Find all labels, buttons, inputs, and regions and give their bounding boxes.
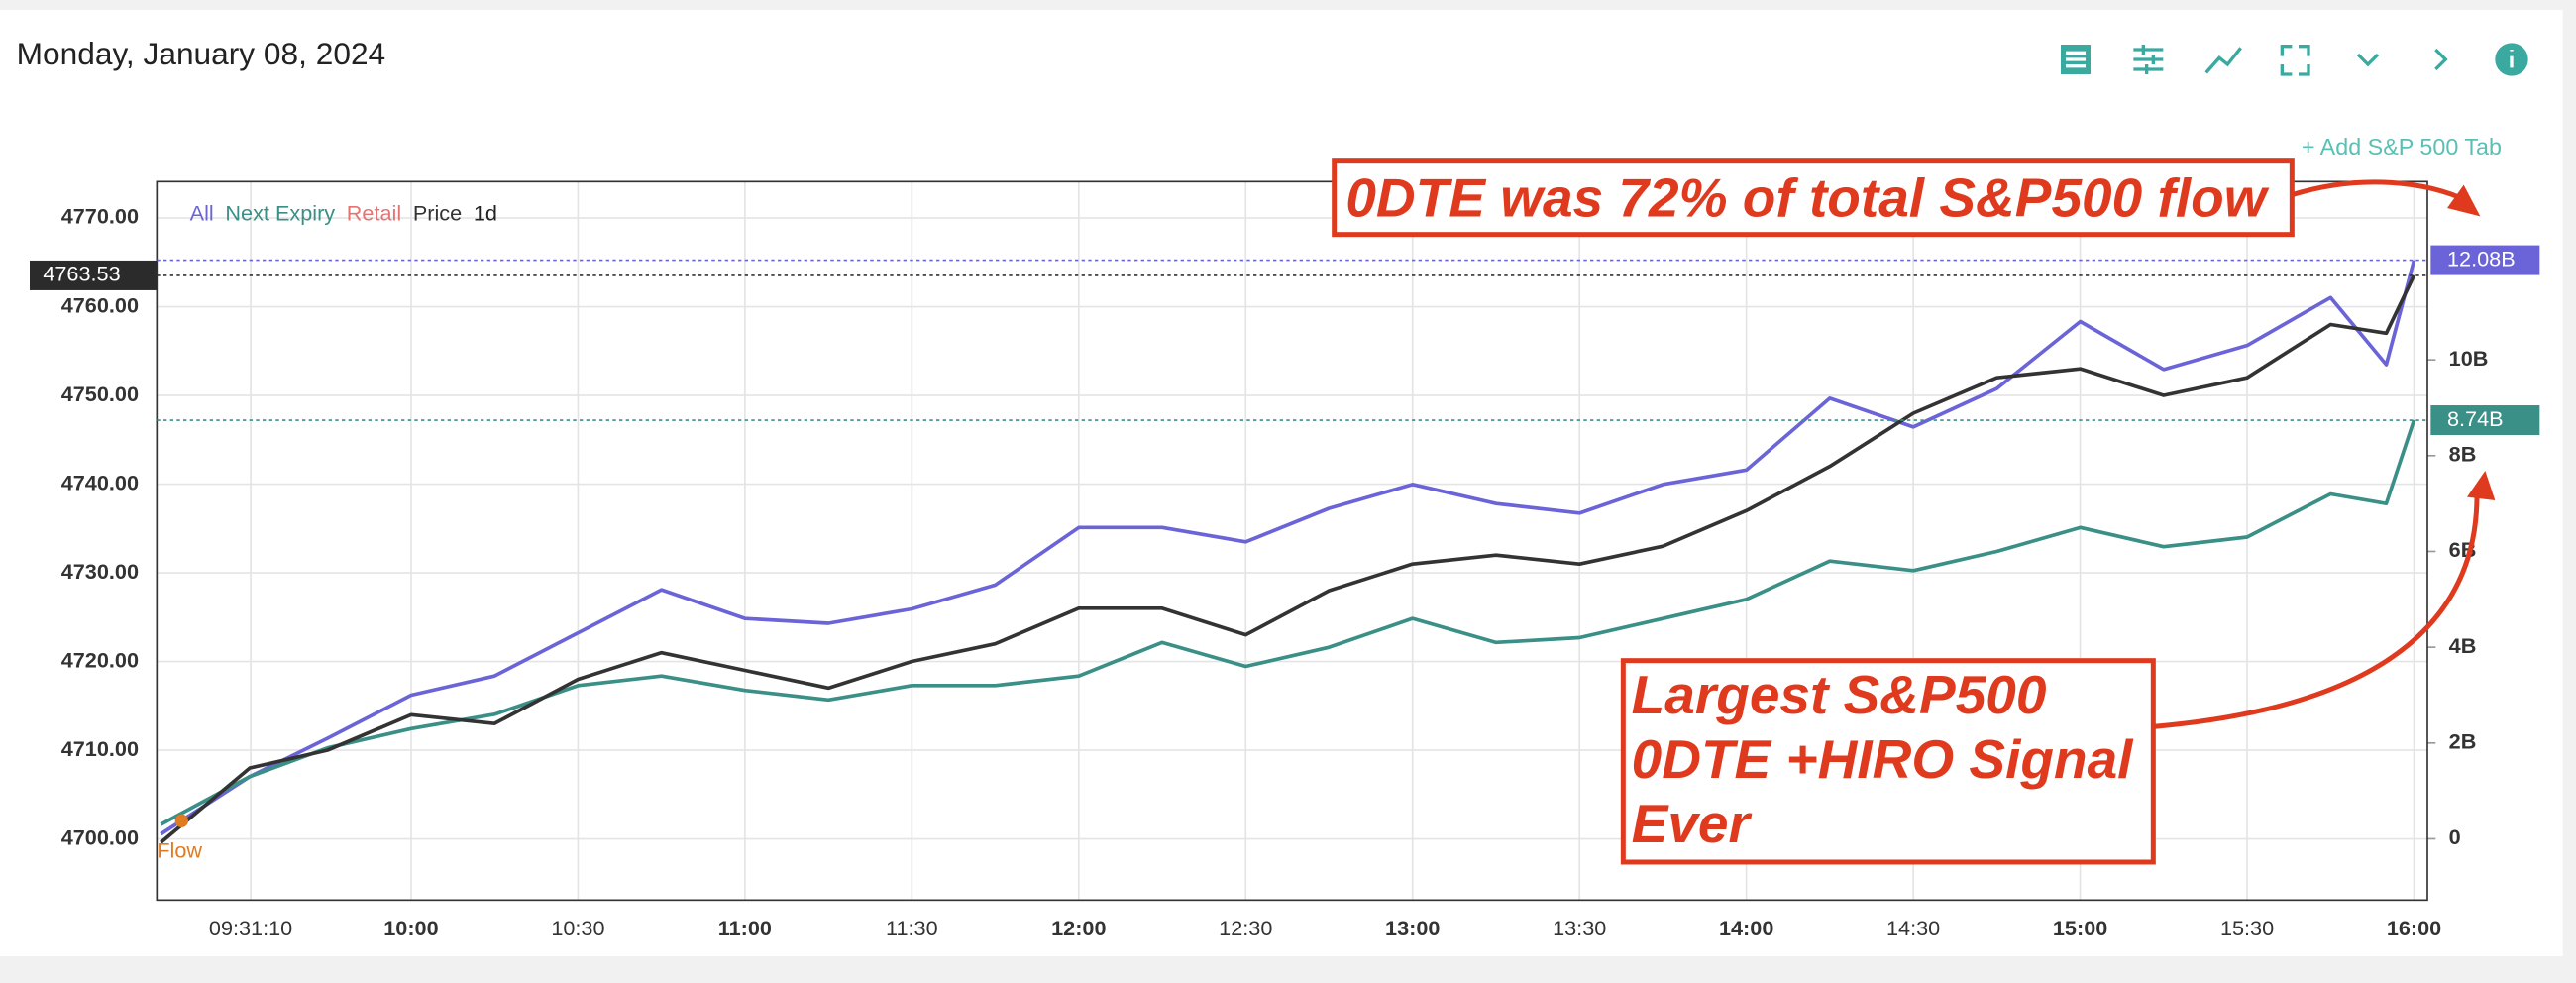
badge [2430,245,2540,275]
line-icon[interactable] [2204,47,2242,74]
fullscreen-icon[interactable] [2280,44,2310,76]
x-tick-label: 15:00 [2053,916,2107,940]
arrowhead [2447,184,2481,217]
arrow [2153,494,2480,729]
flow-label: Flow [157,838,202,863]
series-line [160,274,2416,844]
y-tick-label: 4740.00 [61,470,139,494]
x-tick-label: 10:00 [383,916,438,940]
y-tick-label: 4770.00 [61,204,139,229]
annotation: 0DTE +HIRO Signal [1632,728,2135,790]
legend-item[interactable]: All [190,200,214,225]
x-tick-label: 16:00 [2387,916,2441,940]
collapse-icon[interactable] [2356,53,2380,67]
x-tick-label: 11:00 [718,916,772,940]
legend-item[interactable]: Retail [347,200,401,225]
x-tick-label: 12:00 [1051,916,1106,940]
badge-label: 4763.53 [43,262,120,286]
y2-tick-label: 2B [2449,729,2477,754]
y2-tick-label: 8B [2449,442,2477,467]
badge [2430,405,2540,436]
annotation: 0DTE was 72% of total S&P500 flow [1345,166,2269,228]
settings-icon[interactable] [2133,44,2164,74]
annotation: Ever [1632,793,1753,854]
plot-border [156,180,2428,902]
arrowhead [2467,471,2496,500]
series-line [160,260,2416,836]
annotation-box [1332,158,2295,238]
annotation: Largest S&P500 [1632,664,2047,725]
y-tick-label: 4750.00 [61,382,139,406]
toolbar [2061,43,2528,76]
legend-item[interactable]: Next Expiry [225,200,335,225]
flow-dot [174,814,189,827]
y2-tick-label: 0 [2449,824,2461,849]
y-tick-label: 4720.00 [61,647,139,672]
y-tick-label: 4760.00 [61,292,139,317]
y-tick-label: 4730.00 [61,559,139,584]
y2-tick-label: 4B [2449,633,2477,658]
x-tick-label: 10:30 [551,916,604,940]
badge-label: 12.08B [2447,246,2516,271]
next-icon[interactable] [2434,48,2448,71]
x-tick-label: 14:00 [1719,916,1773,940]
y-tick-label: 4710.00 [61,736,139,761]
y2-tick-label: 10B [2449,346,2489,371]
x-tick-label: 09:31:10 [209,916,292,940]
x-tick-label: 14:30 [1886,916,1940,940]
annotation-box [1620,658,2156,865]
x-tick-label: 12:30 [1219,916,1272,940]
panel [0,10,2563,956]
x-tick-label: 13:00 [1385,916,1440,940]
date: Monday, January 08, 2024 [17,36,386,71]
legend-item[interactable]: 1d [474,200,497,225]
badge [30,260,158,290]
info-icon[interactable] [2495,43,2528,76]
badge-label: 8.74B [2447,406,2504,431]
arrow [2291,179,2470,204]
add-tab[interactable]: + Add S&P 500 Tab [2302,134,2502,160]
x-tick-label: 11:30 [886,916,938,940]
x-tick-label: 13:30 [1553,916,1606,940]
legend-item[interactable]: Price [413,200,462,225]
x-tick-label: 15:30 [2220,916,2274,940]
table-icon[interactable] [2061,45,2091,74]
y-tick-label: 4700.00 [61,824,139,849]
